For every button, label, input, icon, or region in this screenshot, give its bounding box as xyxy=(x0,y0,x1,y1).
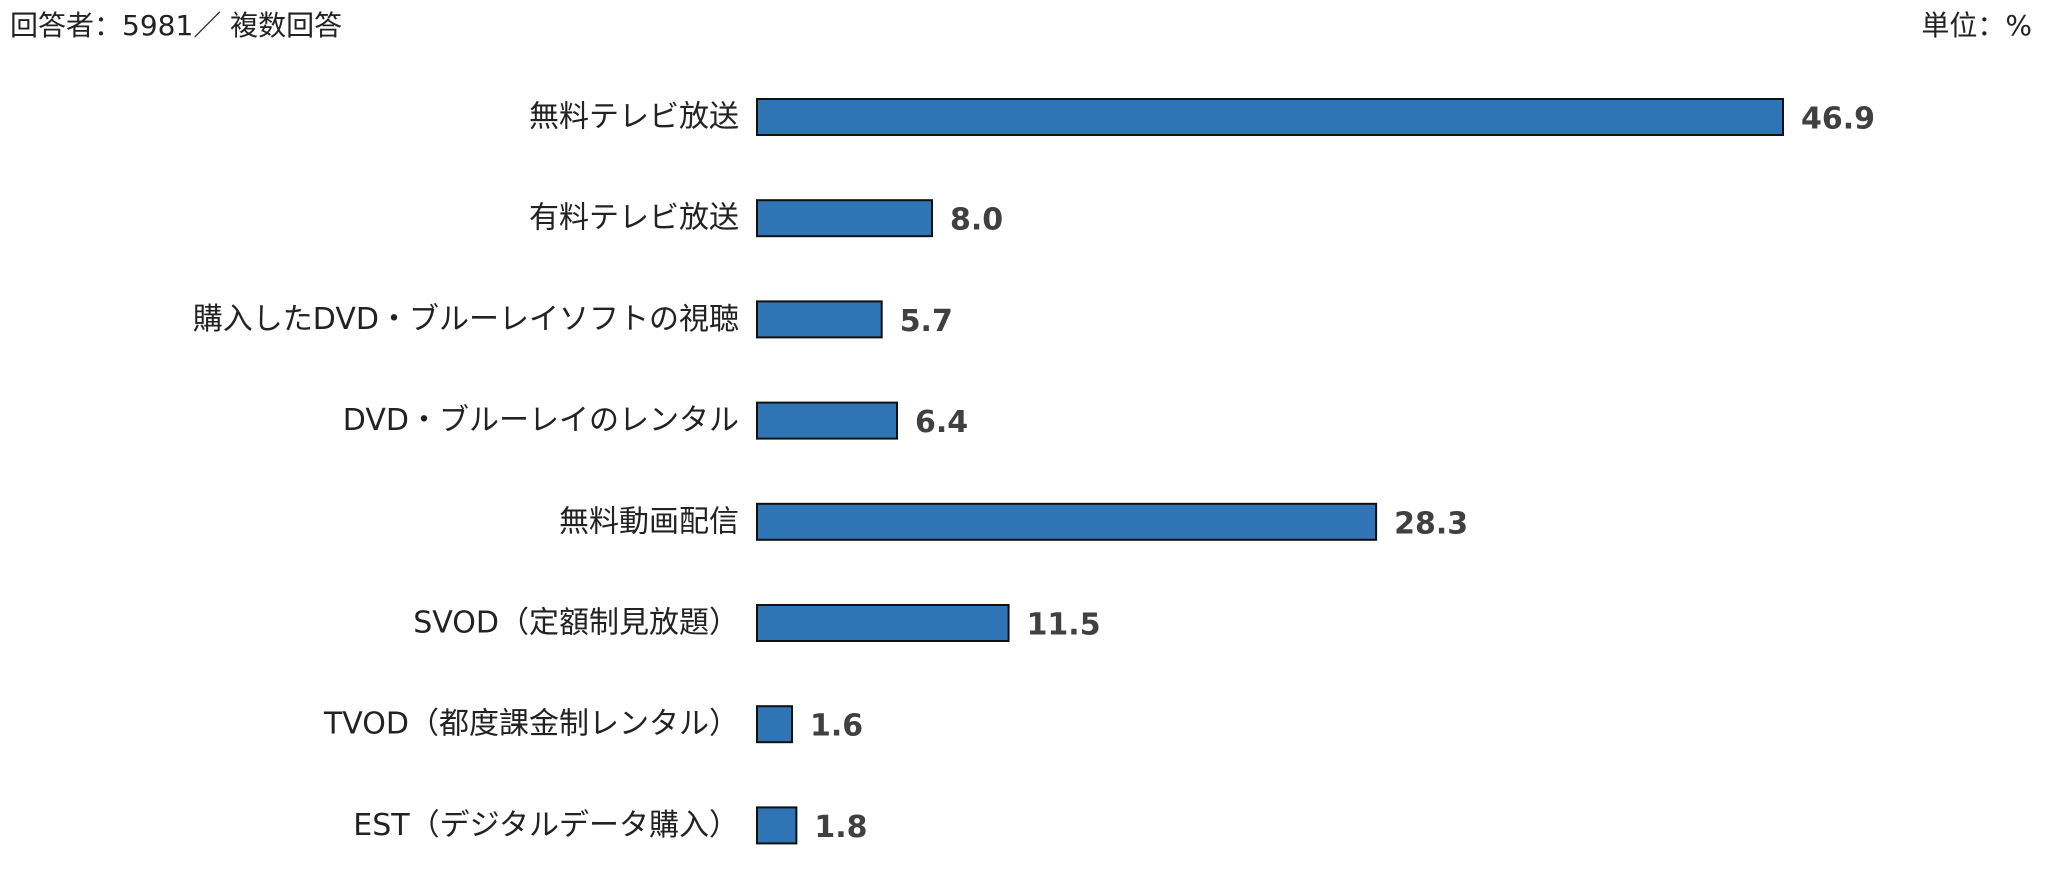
category-label: TVOD（都度課金制レンタル） xyxy=(323,707,739,742)
category-label: 購入したDVD・ブルーレイソフトの視聴 xyxy=(193,302,739,337)
value-label: 8.0 xyxy=(950,203,1003,238)
value-label: 28.3 xyxy=(1394,506,1468,541)
category-label: SVOD（定額制見放題） xyxy=(413,606,739,641)
value-label: 46.9 xyxy=(1801,102,1875,137)
bar xyxy=(756,98,1784,136)
respondents-note: 回答者：5981／ 複数回答 xyxy=(10,9,343,42)
value-label: 11.5 xyxy=(1027,608,1101,643)
bar xyxy=(756,604,1010,642)
bar xyxy=(756,705,794,744)
value-label: 1.6 xyxy=(810,709,863,744)
bar xyxy=(756,806,798,845)
bar xyxy=(756,502,1378,541)
bar xyxy=(756,300,883,339)
category-label: 無料動画配信 xyxy=(559,504,739,539)
unit-note: 単位：% xyxy=(1921,9,2032,42)
category-label: DVD・ブルーレイのレンタル xyxy=(343,403,739,438)
value-label: 6.4 xyxy=(915,405,968,440)
category-label: EST（デジタルデータ購入） xyxy=(353,808,739,843)
value-label: 1.8 xyxy=(814,810,867,845)
category-label: 有料テレビ放送 xyxy=(529,201,739,236)
bar xyxy=(756,199,934,238)
bar xyxy=(756,401,899,440)
value-label: 5.7 xyxy=(900,304,953,339)
category-label: 無料テレビ放送 xyxy=(529,100,739,135)
